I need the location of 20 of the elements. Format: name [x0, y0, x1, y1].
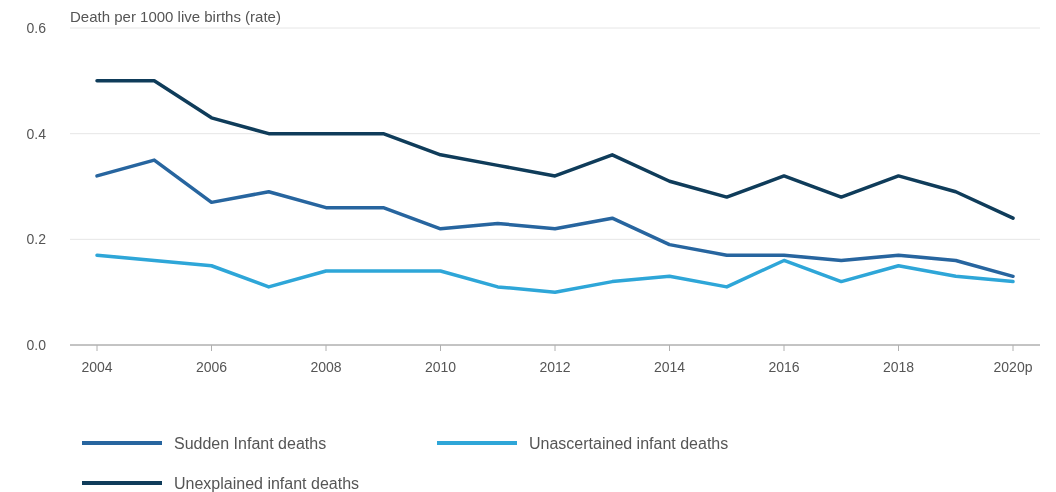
y-axis-title: Death per 1000 live births (rate)	[70, 8, 281, 25]
y-tick-label: 0.6	[26, 19, 47, 36]
x-tick-label: 2016	[768, 359, 800, 375]
line-series	[95, 158, 1015, 279]
x-tick-label: 2008	[310, 359, 342, 375]
y-tick-label: 0.0	[26, 336, 47, 353]
legend-label: Sudden Infant deaths	[174, 434, 327, 452]
legend-label: Unexplained infant deaths	[174, 474, 360, 492]
y-tick-label: 0.2	[26, 231, 47, 248]
line-series	[95, 79, 1015, 220]
x-tick-label: 2004	[81, 359, 113, 375]
legend-label: Unascertained infant deaths	[529, 434, 729, 452]
x-tick-label: 2018	[882, 359, 915, 375]
x-tick-label: 2014	[653, 359, 686, 375]
x-tick-label: 2006	[195, 359, 228, 375]
y-tick-label: 0.4	[26, 125, 47, 142]
x-tick-label: 2010	[424, 359, 457, 375]
x-tick-label: 2020p	[993, 359, 1033, 375]
line-series	[95, 253, 1015, 294]
x-tick-label: 2012	[539, 359, 571, 375]
